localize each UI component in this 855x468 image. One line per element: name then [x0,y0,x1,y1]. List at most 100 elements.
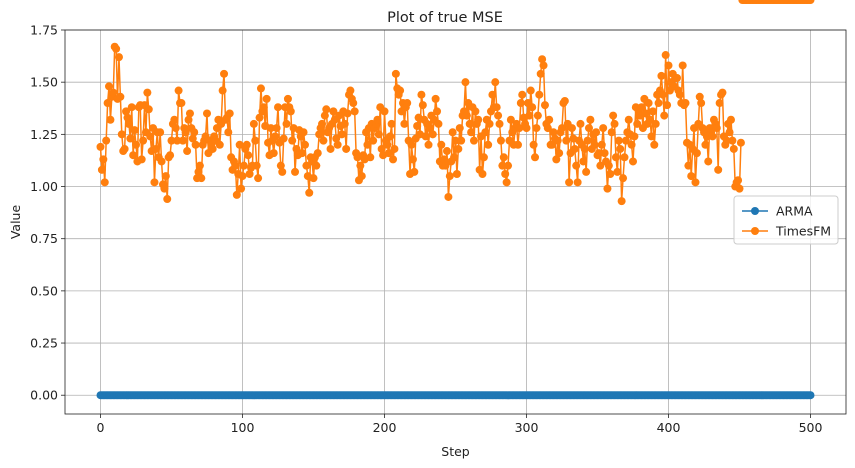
data-point [506,115,515,124]
legend: ARMA TimesFM [733,195,839,245]
data-point [491,78,500,87]
data-point [536,69,545,78]
data-point [251,136,260,145]
data-point [274,103,282,112]
data-point [374,130,383,139]
legend-marker [751,207,759,215]
data-point [806,0,815,4]
data-point [292,144,301,153]
data-point [610,119,619,128]
data-point [572,161,581,170]
data-point [663,101,672,110]
data-point [191,140,200,149]
data-point [600,149,609,158]
data-point [725,128,734,137]
data-point [266,124,275,133]
data-point [283,94,292,103]
data-point [239,161,248,170]
data-point [130,126,139,135]
data-point [122,107,131,116]
data-point [481,128,490,137]
data-point [549,128,558,137]
data-point [190,128,199,137]
data-point [96,142,105,151]
data-point [484,140,493,149]
data-point [654,99,663,108]
data-point [697,99,706,108]
data-point [681,99,690,108]
data-point [132,140,140,149]
data-point [611,153,620,162]
data-point [144,105,153,114]
data-point [137,155,146,164]
data-point [558,124,566,133]
y-tick-label: 0.75 [30,231,58,246]
data-point [299,128,308,137]
data-point [736,138,745,147]
data-point [106,115,115,124]
data-point [346,86,355,95]
data-point [117,130,126,139]
data-point [224,128,233,137]
data-point [259,103,268,112]
data-point [714,165,723,174]
data-point [197,174,206,183]
data-point [356,161,365,170]
data-point [262,94,271,103]
data-point [451,136,460,145]
data-point [389,155,398,164]
data-point [664,61,673,70]
data-point [433,107,442,116]
data-point [637,103,646,112]
data-point [684,161,693,170]
data-point [504,161,513,170]
legend-label: ARMA [776,204,813,219]
data-point [650,140,659,149]
data-point [413,122,422,130]
data-point [467,128,476,137]
data-point [525,111,534,120]
data-point [434,119,443,128]
data-point [160,184,169,193]
plot-frame [64,29,847,415]
data-point [437,140,446,149]
data-point [373,115,382,124]
data-point [478,170,487,178]
data-point [105,82,114,91]
data-point [498,161,507,170]
data-point [499,153,508,162]
data-point [454,144,463,153]
data-point [139,136,148,145]
data-point [502,178,511,187]
data-point [123,113,132,122]
data-point [288,136,297,145]
data-point [565,178,574,187]
legend-item-arma: ARMA [742,204,813,219]
data-point [383,140,392,149]
data-point [529,140,538,149]
data-point [99,155,108,164]
data-point [455,124,464,133]
series-timesfm [96,0,815,206]
legend-marker [751,227,759,235]
data-point [567,124,576,133]
data-point [431,94,440,103]
data-point [462,111,471,120]
data-point [302,161,311,170]
data-point [465,119,474,128]
data-point [552,155,561,164]
data-point [343,109,352,118]
data-point [660,111,669,120]
data-point [712,124,721,133]
data-point [675,90,684,99]
data-point [163,195,172,204]
data-point [156,128,165,137]
data-point [646,115,655,124]
data-point [492,103,501,112]
data-point [194,167,203,176]
data-point [488,90,497,99]
data-point [391,69,400,78]
data-point [627,140,636,149]
data-point [386,132,395,141]
data-point [617,197,626,206]
